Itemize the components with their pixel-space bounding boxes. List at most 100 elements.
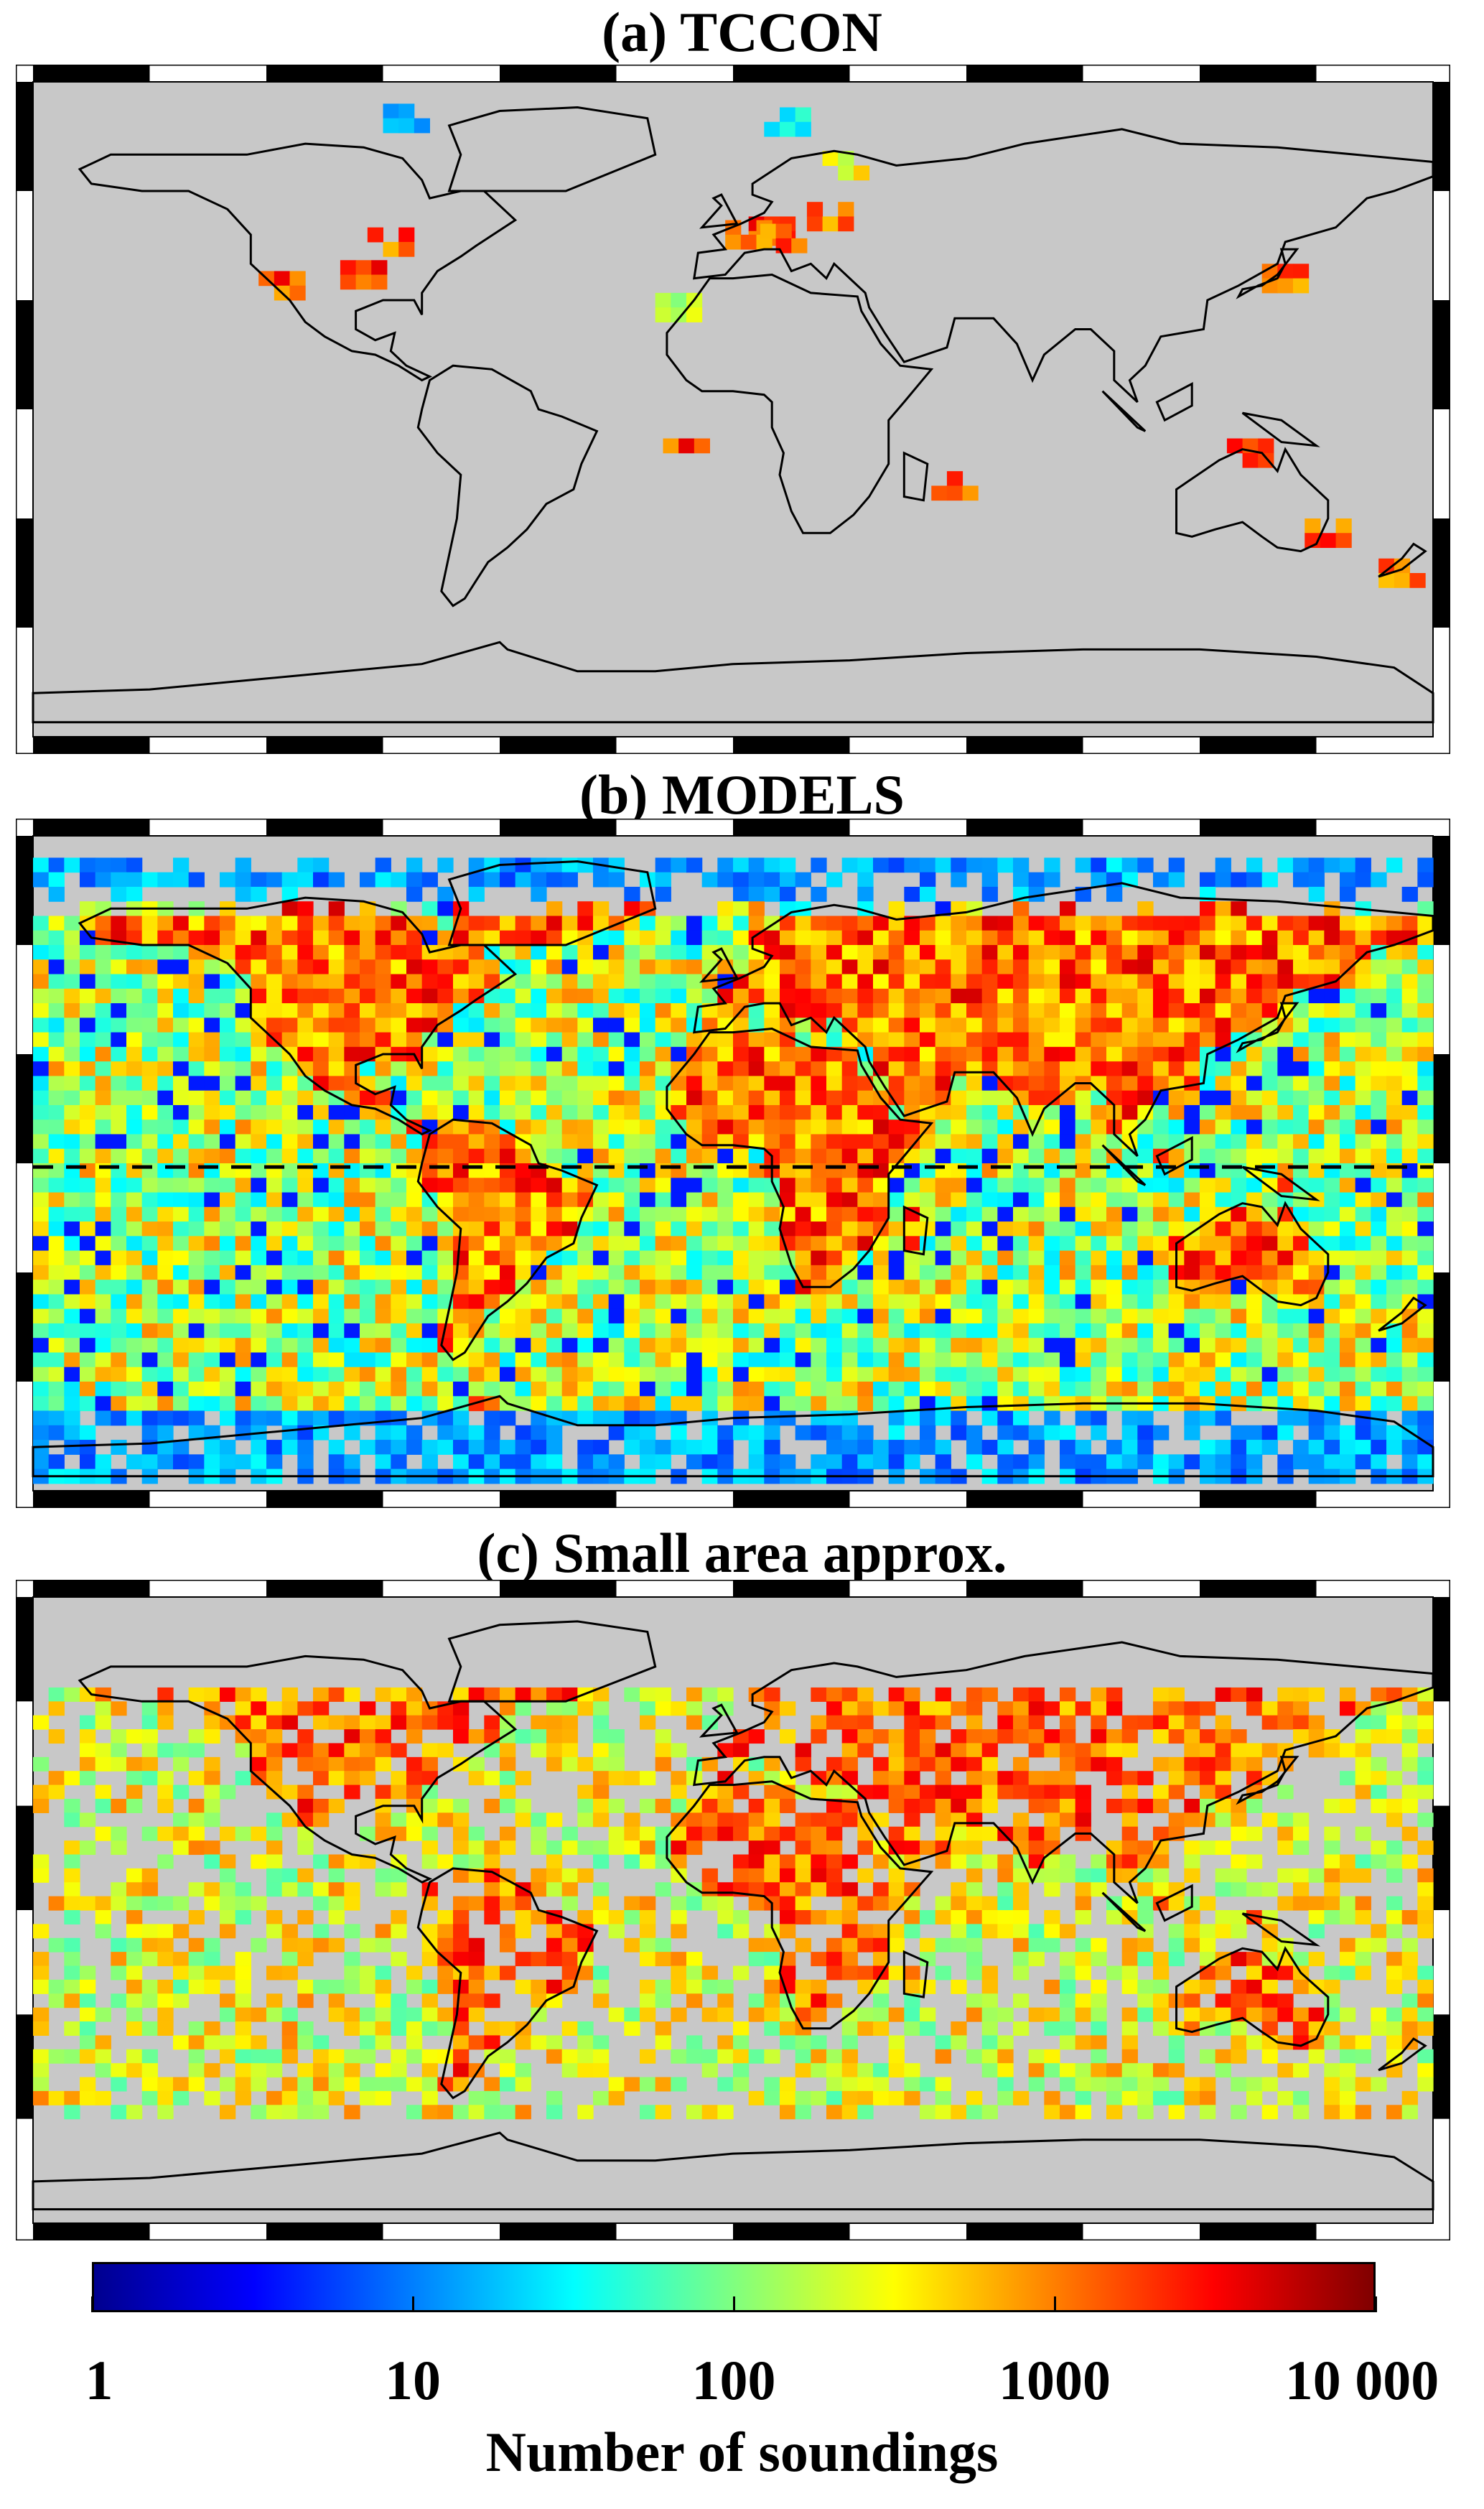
cell-lamont	[371, 274, 388, 290]
grid-cell	[313, 1221, 330, 1237]
grid-cell	[235, 916, 251, 931]
grid-cell	[484, 988, 500, 1004]
grid-cell	[1371, 1046, 1387, 1062]
grid-cell	[764, 988, 780, 1004]
grid-cell	[1168, 1756, 1185, 1772]
grid-cell	[841, 988, 858, 1004]
grid-cell	[328, 1367, 345, 1382]
grid-cell	[561, 1701, 578, 1716]
grid-cell	[173, 1148, 190, 1164]
grid-cell	[671, 1396, 687, 1412]
grid-cell	[484, 1061, 500, 1076]
grid-cell	[857, 1250, 874, 1266]
frame-tick	[16, 300, 33, 409]
grid-cell	[640, 1221, 656, 1237]
grid-cell	[33, 1206, 50, 1222]
grid-cell	[780, 974, 796, 990]
grid-cell	[935, 1236, 951, 1252]
grid-cell	[780, 1221, 796, 1237]
grid-cell	[904, 1687, 920, 1702]
grid-cell	[1215, 1018, 1231, 1033]
grid-cell	[1044, 1826, 1060, 1841]
grid-cell	[360, 916, 376, 931]
grid-cell	[951, 1743, 967, 1758]
grid-cell	[1028, 1743, 1045, 1758]
grid-cell	[1371, 1003, 1387, 1018]
grid-cell	[64, 1018, 80, 1033]
grid-cell	[1324, 1061, 1340, 1076]
grid-cell	[1417, 1868, 1434, 1883]
grid-cell	[453, 1924, 470, 1939]
grid-cell	[1091, 1076, 1107, 1091]
grid-cell	[1308, 1221, 1325, 1237]
grid-cell	[266, 1840, 283, 1856]
grid-cell	[1106, 886, 1123, 902]
grid-cell	[608, 1840, 625, 1856]
frame-tick	[733, 65, 850, 82]
cell-eureka	[414, 118, 430, 134]
frame-tick	[266, 2223, 383, 2240]
grid-cell	[1401, 1046, 1418, 1062]
grid-cell	[188, 1148, 205, 1164]
grid-cell	[204, 1715, 220, 1730]
grid-cell	[841, 1192, 858, 1208]
grid-cell	[204, 1236, 220, 1252]
grid-cell	[561, 1178, 578, 1193]
grid-cell	[1401, 945, 1418, 960]
grid-cell	[1231, 974, 1247, 990]
grid-cell	[313, 974, 330, 990]
grid-cell	[1044, 1882, 1060, 1897]
grid-cell	[1261, 1003, 1278, 1018]
grid-cell	[1355, 945, 1371, 960]
grid-cell	[344, 916, 360, 931]
grid-cell	[1417, 1367, 1434, 1382]
grid-cell	[391, 930, 407, 946]
cell-park-falls	[367, 227, 383, 243]
grid-cell	[701, 1687, 718, 1702]
grid-cell	[1060, 1061, 1076, 1076]
grid-cell	[48, 1148, 65, 1164]
grid-cell	[1075, 1454, 1091, 1470]
grid-cell	[920, 1382, 936, 1397]
grid-cell	[826, 1965, 843, 1980]
grid-cell	[1355, 1061, 1371, 1076]
grid-cell	[1231, 1382, 1247, 1397]
grid-cell	[671, 1250, 687, 1266]
grid-cell	[173, 1265, 190, 1280]
grid-cell	[561, 1338, 578, 1354]
grid-cell	[468, 1937, 485, 1952]
grid-cell	[920, 1280, 936, 1295]
grid-cell	[297, 1352, 314, 1368]
grid-cell	[1137, 1250, 1154, 1266]
grid-cell	[1121, 930, 1138, 946]
grid-cell	[484, 1743, 500, 1758]
grid-cell	[811, 1192, 827, 1208]
grid-cell	[251, 1396, 267, 1412]
cell-pasadena	[289, 285, 306, 301]
grid-cell	[966, 1221, 983, 1237]
grid-cell	[95, 1032, 111, 1048]
grid-cell	[328, 1882, 345, 1897]
grid-cell	[811, 1221, 827, 1237]
grid-cell	[857, 1687, 874, 1702]
grid-cell	[1028, 1003, 1045, 1018]
grid-cell	[453, 1715, 470, 1730]
grid-cell	[577, 1812, 594, 1828]
grid-cell	[1184, 959, 1200, 975]
grid-cell	[857, 988, 874, 1004]
grid-cell	[1246, 1250, 1263, 1266]
grid-cell	[453, 1812, 470, 1828]
grid-cell	[655, 857, 671, 873]
grid-cell	[437, 1812, 454, 1828]
grid-cell	[686, 1840, 703, 1856]
grid-cell	[1246, 988, 1263, 1004]
grid-cell	[888, 1937, 905, 1952]
grid-cell	[1417, 1294, 1434, 1310]
grid-cell	[671, 1896, 687, 1911]
grid-cell	[126, 945, 143, 960]
grid-cell	[997, 1882, 1014, 1897]
grid-cell	[717, 1032, 734, 1048]
grid-cell	[593, 1178, 610, 1193]
grid-cell	[1355, 916, 1371, 931]
grid-cell	[235, 1250, 251, 1266]
